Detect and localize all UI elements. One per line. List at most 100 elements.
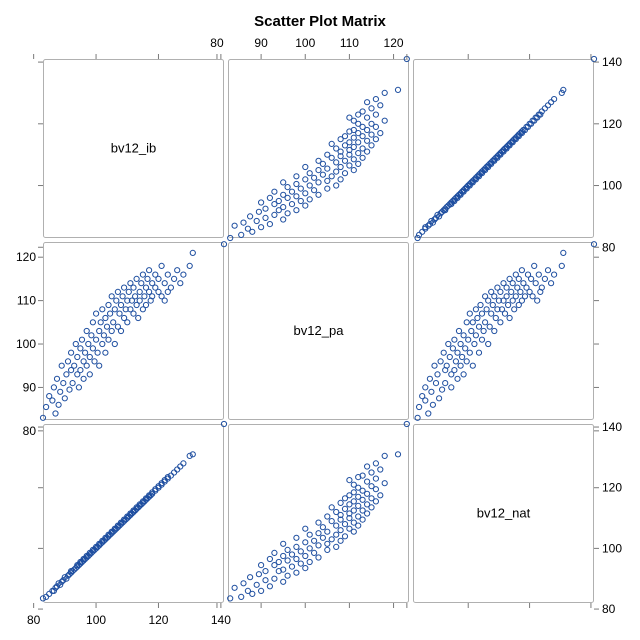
panel-bv12_ib-vs-bv12_pa bbox=[227, 55, 410, 242]
top-axis-pa-tick-label: 120 bbox=[384, 36, 404, 50]
data-point bbox=[509, 137, 516, 144]
bottom-axis-ib-tick-label: 120 bbox=[148, 613, 168, 627]
data-point bbox=[486, 323, 493, 330]
data-point bbox=[429, 219, 436, 226]
data-point bbox=[55, 580, 62, 587]
data-point bbox=[451, 196, 458, 203]
data-point bbox=[346, 146, 353, 154]
data-point bbox=[494, 284, 501, 291]
data-point bbox=[328, 518, 335, 525]
data-point bbox=[381, 452, 388, 459]
data-point bbox=[58, 578, 65, 585]
data-point bbox=[128, 297, 135, 304]
data-point bbox=[346, 139, 353, 146]
data-point bbox=[46, 393, 53, 400]
data-point bbox=[58, 362, 65, 369]
right-axis-nat-tick-label: 120 bbox=[602, 481, 622, 495]
data-point bbox=[350, 117, 357, 124]
data-point bbox=[315, 167, 322, 174]
data-point bbox=[52, 410, 59, 417]
data-point bbox=[590, 55, 598, 63]
data-point bbox=[368, 495, 375, 502]
data-point bbox=[158, 262, 165, 269]
data-point bbox=[324, 540, 331, 547]
data-point bbox=[414, 414, 421, 421]
data-point bbox=[161, 280, 168, 287]
data-point bbox=[77, 345, 84, 352]
data-point bbox=[271, 201, 278, 208]
left-axis-pa-tick-label: 100 bbox=[16, 337, 36, 351]
data-point bbox=[350, 481, 357, 488]
data-point bbox=[315, 554, 322, 561]
data-point bbox=[293, 534, 300, 541]
data-point bbox=[491, 327, 498, 335]
data-point bbox=[508, 288, 515, 295]
data-point bbox=[227, 234, 234, 242]
data-point bbox=[284, 546, 291, 554]
data-point bbox=[311, 174, 318, 181]
data-point bbox=[258, 224, 265, 231]
data-point bbox=[355, 130, 362, 137]
left-axis-pa-tick-label: 90 bbox=[23, 380, 37, 394]
data-point bbox=[247, 213, 254, 220]
top-axis-pa-tick-label: 110 bbox=[340, 36, 359, 50]
data-point bbox=[253, 217, 260, 225]
data-point bbox=[319, 171, 326, 178]
data-point bbox=[372, 96, 379, 103]
data-point bbox=[381, 117, 388, 124]
data-point bbox=[297, 560, 304, 567]
data-point bbox=[117, 301, 125, 309]
data-point bbox=[459, 353, 466, 361]
data-point bbox=[107, 310, 114, 317]
data-point bbox=[442, 380, 449, 387]
data-point bbox=[311, 549, 318, 557]
data-point bbox=[63, 371, 70, 378]
data-point bbox=[280, 204, 287, 211]
data-point bbox=[346, 501, 353, 508]
data-point bbox=[341, 533, 349, 540]
data-point bbox=[50, 384, 58, 391]
right-axis-ib-tick-label: 120 bbox=[602, 117, 622, 131]
data-point bbox=[355, 139, 362, 146]
data-point bbox=[315, 179, 322, 186]
data-point bbox=[52, 584, 59, 591]
right-axis-nat-tick-label: 80 bbox=[602, 602, 616, 616]
data-point bbox=[350, 143, 357, 151]
data-point bbox=[482, 319, 489, 326]
data-point bbox=[164, 474, 171, 481]
data-point bbox=[86, 371, 93, 378]
data-point bbox=[501, 310, 509, 317]
data-point bbox=[460, 187, 467, 194]
data-point bbox=[89, 345, 97, 352]
data-point bbox=[416, 231, 423, 238]
data-point bbox=[359, 108, 366, 115]
matrix-panels: bv12_ib bv12_pa bv12_nat 80 90 100 110 120 80 100… bbox=[16, 36, 622, 627]
data-point bbox=[488, 310, 495, 317]
data-point bbox=[57, 388, 64, 395]
data-point bbox=[436, 213, 443, 220]
data-point bbox=[422, 397, 429, 404]
data-point bbox=[244, 225, 251, 232]
data-point bbox=[284, 194, 291, 201]
data-point bbox=[364, 490, 371, 497]
data-point bbox=[394, 451, 402, 458]
data-point bbox=[275, 197, 282, 205]
data-point bbox=[498, 306, 506, 313]
data-point bbox=[328, 154, 335, 161]
data-point bbox=[515, 275, 522, 282]
data-point bbox=[68, 569, 75, 576]
data-point bbox=[302, 565, 309, 572]
data-point bbox=[511, 306, 518, 313]
data-point bbox=[544, 102, 552, 109]
data-point bbox=[350, 126, 357, 134]
data-point bbox=[455, 327, 463, 335]
data-point bbox=[297, 185, 304, 192]
data-point bbox=[93, 310, 100, 317]
data-point bbox=[324, 513, 331, 520]
data-point bbox=[68, 349, 75, 356]
data-point bbox=[346, 162, 353, 169]
data-point bbox=[472, 174, 479, 181]
data-point bbox=[158, 480, 165, 487]
data-point bbox=[39, 414, 47, 421]
data-point bbox=[512, 293, 519, 300]
